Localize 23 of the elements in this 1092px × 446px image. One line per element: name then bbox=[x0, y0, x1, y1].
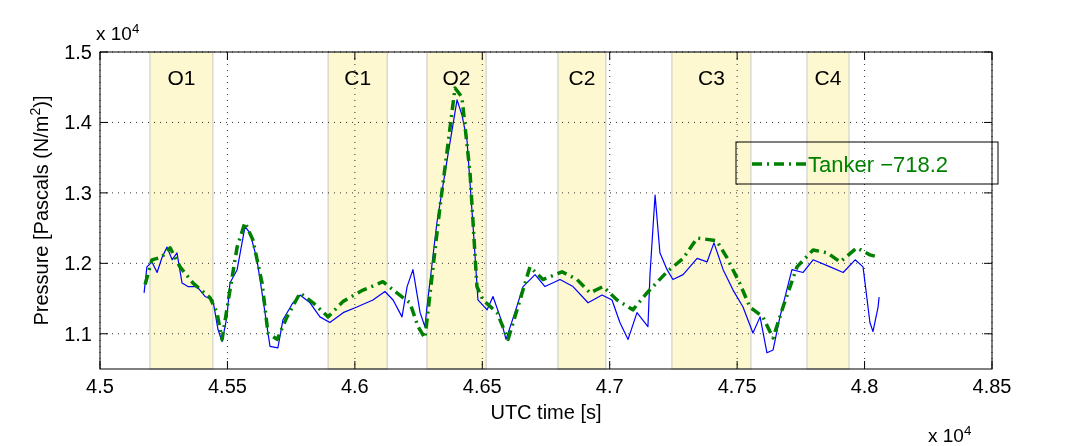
x-tick-label: 4.5 bbox=[86, 375, 114, 397]
band-label: C2 bbox=[568, 66, 596, 89]
y-tick-label: 1.1 bbox=[64, 322, 92, 345]
y-tick-label: 1.5 bbox=[64, 41, 92, 63]
x-tick-label: 4.7 bbox=[595, 375, 624, 397]
text: x 10$^{4}$ bbox=[96, 20, 140, 44]
text: x 10$^{4}$ bbox=[928, 422, 972, 446]
y-tick-label: 1.2 bbox=[64, 252, 92, 275]
x-tick-label: 4.85 bbox=[972, 375, 1012, 397]
x-tick-label: 4.65 bbox=[462, 375, 502, 397]
x-tick-label: 4.8 bbox=[850, 375, 879, 397]
x-tick-label: 4.75 bbox=[717, 375, 757, 397]
y-tick-label: 1.4 bbox=[64, 111, 92, 134]
x-axis-title: UTC time [s] bbox=[490, 401, 602, 423]
band-label: C3 bbox=[697, 66, 725, 89]
y-tick-label: 1.3 bbox=[64, 181, 92, 204]
text: Tanker −718.2 bbox=[808, 152, 949, 177]
x-tick-label: 4.6 bbox=[340, 375, 369, 397]
band-label: C4 bbox=[814, 66, 842, 89]
band-label: C1 bbox=[344, 66, 372, 89]
x-tick-label: 4.55 bbox=[207, 375, 247, 397]
band-label: O1 bbox=[167, 66, 196, 89]
band-label: O2 bbox=[442, 66, 471, 89]
